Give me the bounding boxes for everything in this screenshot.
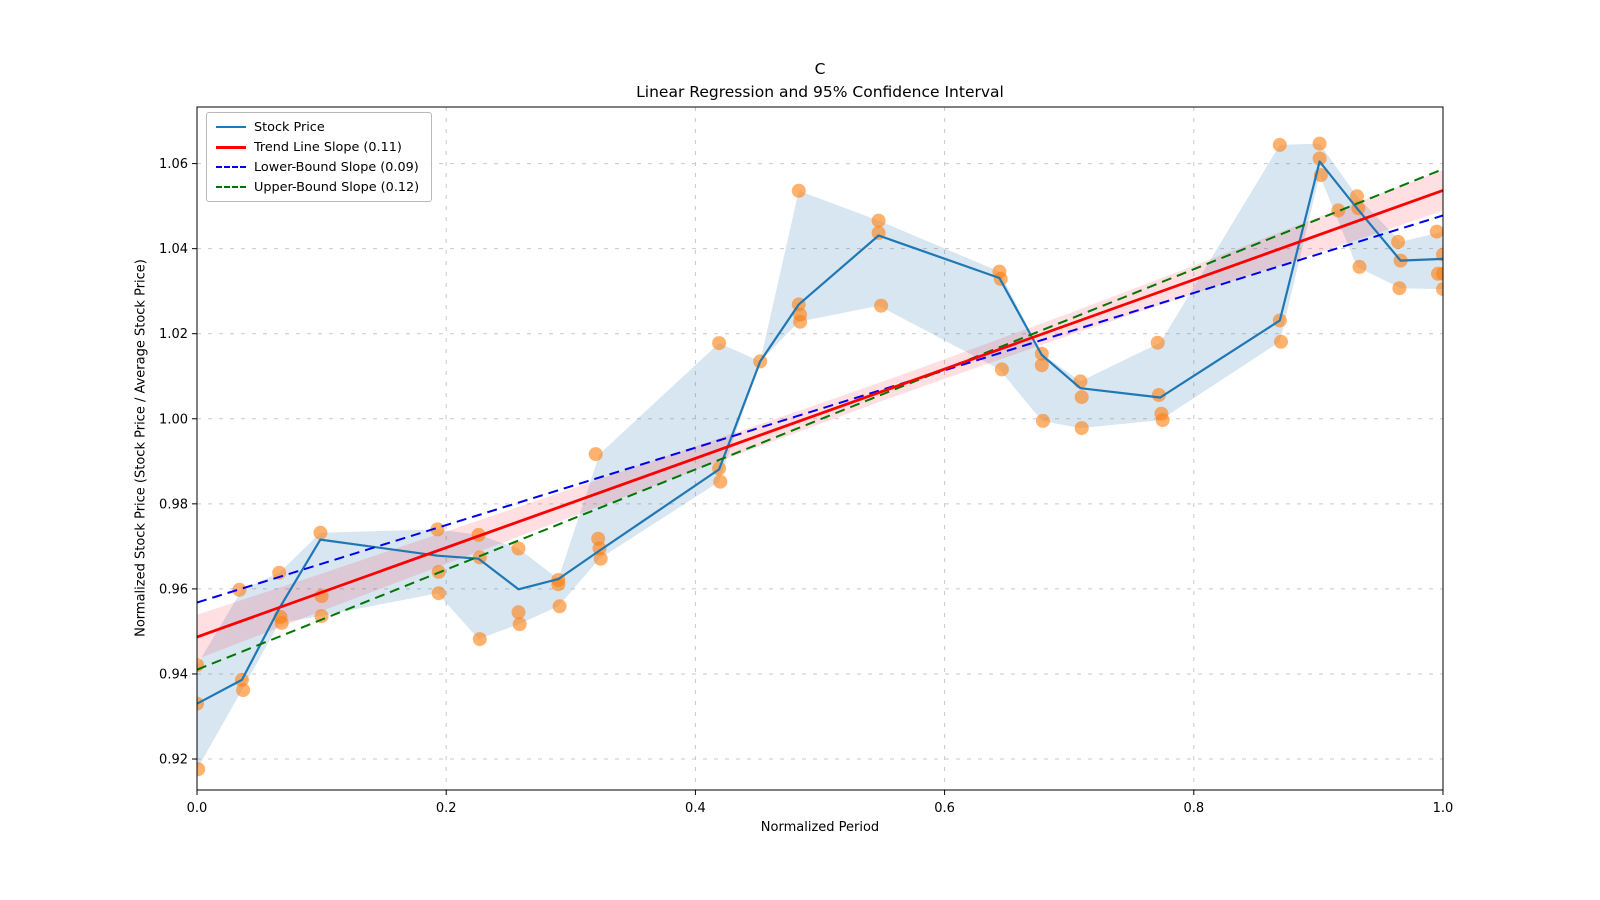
y-axis-label: Normalized Stock Price (Stock Price / Av… — [133, 259, 149, 637]
scatter-point — [1274, 334, 1288, 349]
scatter-point — [1352, 259, 1367, 274]
scatter-point — [1073, 374, 1088, 389]
y-tick-label: 1.02 — [159, 327, 188, 342]
legend-label: Upper-Bound Slope (0.12) — [254, 179, 420, 195]
scatter-point — [1436, 282, 1443, 297]
scatter-point — [1429, 224, 1443, 239]
legend-item-stock-price: Stock Price — [216, 119, 419, 135]
scatter-point — [1392, 281, 1407, 296]
scatter-point — [588, 447, 603, 462]
scatter-point — [874, 298, 889, 313]
y-tick-label: 0.92 — [159, 753, 188, 768]
y-tick-label: 1.04 — [159, 242, 188, 257]
legend-label: Lower-Bound Slope (0.09) — [254, 159, 419, 175]
trend-line — [197, 189, 1443, 639]
scatter-point — [713, 474, 728, 489]
legend-item-lower-bound: Lower-Bound Slope (0.09) — [216, 159, 419, 175]
x-tick-label: 0.2 — [436, 801, 457, 816]
y-tick-label: 0.94 — [159, 667, 188, 682]
scatter-point — [1155, 413, 1170, 428]
scatter-point — [793, 314, 808, 329]
legend-item-trend-line: Trend Line Slope (0.11) — [216, 139, 419, 155]
x-tick-label: 0.4 — [685, 801, 706, 816]
legend: Stock Price Trend Line Slope (0.11) Lowe… — [206, 112, 433, 202]
scatter-point — [512, 617, 527, 632]
trend-line-sample — [216, 145, 246, 149]
legend-item-upper-bound: Upper-Bound Slope (0.12) — [216, 179, 420, 195]
x-tick-label: 1.0 — [1433, 801, 1454, 816]
scatter-point — [430, 522, 445, 537]
scatter-point — [1350, 189, 1364, 204]
scatter-point — [314, 609, 329, 624]
x-tick-label: 0.6 — [934, 801, 955, 816]
scatter-point — [1312, 136, 1327, 151]
scatter-point — [994, 362, 1009, 377]
scatter-point — [871, 213, 886, 228]
scatter-point — [197, 762, 206, 777]
scatter-point — [1436, 266, 1443, 281]
stock-price-line-sample — [216, 126, 246, 128]
chart-subtitle: Linear Regression and 95% Confidence Int… — [636, 83, 1004, 101]
scatter-point — [712, 336, 727, 351]
scatter-point — [236, 683, 251, 698]
y-tick-label: 0.96 — [159, 582, 188, 597]
scatter-point — [274, 615, 289, 630]
scatter-point — [1151, 388, 1166, 402]
stock-price-band — [197, 143, 1443, 770]
y-tick-label: 1.06 — [159, 157, 188, 172]
upper-bound-line-sample — [216, 186, 246, 188]
scatter-point — [1391, 234, 1406, 249]
scatter-point — [313, 525, 328, 540]
x-tick-label: 0.8 — [1183, 801, 1204, 816]
x-tick-label: 0.0 — [187, 801, 208, 816]
scatter-point — [232, 582, 247, 597]
y-tick-label: 0.98 — [159, 497, 188, 512]
scatter-point — [1036, 413, 1050, 428]
scatter-point — [511, 541, 526, 556]
scatter-point — [431, 586, 446, 601]
y-tick-label: 1.00 — [159, 412, 188, 427]
scatter-point — [472, 632, 487, 647]
axes-spines — [196, 106, 1444, 791]
scatter-point — [511, 605, 526, 620]
scatter-point — [1034, 358, 1049, 373]
legend-label: Trend Line Slope (0.11) — [254, 139, 402, 155]
chart-title: C — [814, 60, 826, 78]
scatter-point — [1074, 390, 1089, 405]
scatter-point — [1272, 137, 1287, 152]
scatter-point — [1150, 335, 1165, 350]
scatter-point — [791, 183, 806, 198]
scatter-point — [593, 551, 608, 566]
x-axis-label: Normalized Period — [760, 820, 880, 835]
scatter-point — [1331, 203, 1346, 218]
lower-bound-line-sample — [216, 166, 246, 168]
scatter-point — [1312, 151, 1327, 166]
legend-label: Stock Price — [254, 119, 325, 135]
scatter-point — [1074, 421, 1089, 436]
scatter-point — [552, 599, 567, 614]
lower-bound-line — [197, 214, 1443, 604]
